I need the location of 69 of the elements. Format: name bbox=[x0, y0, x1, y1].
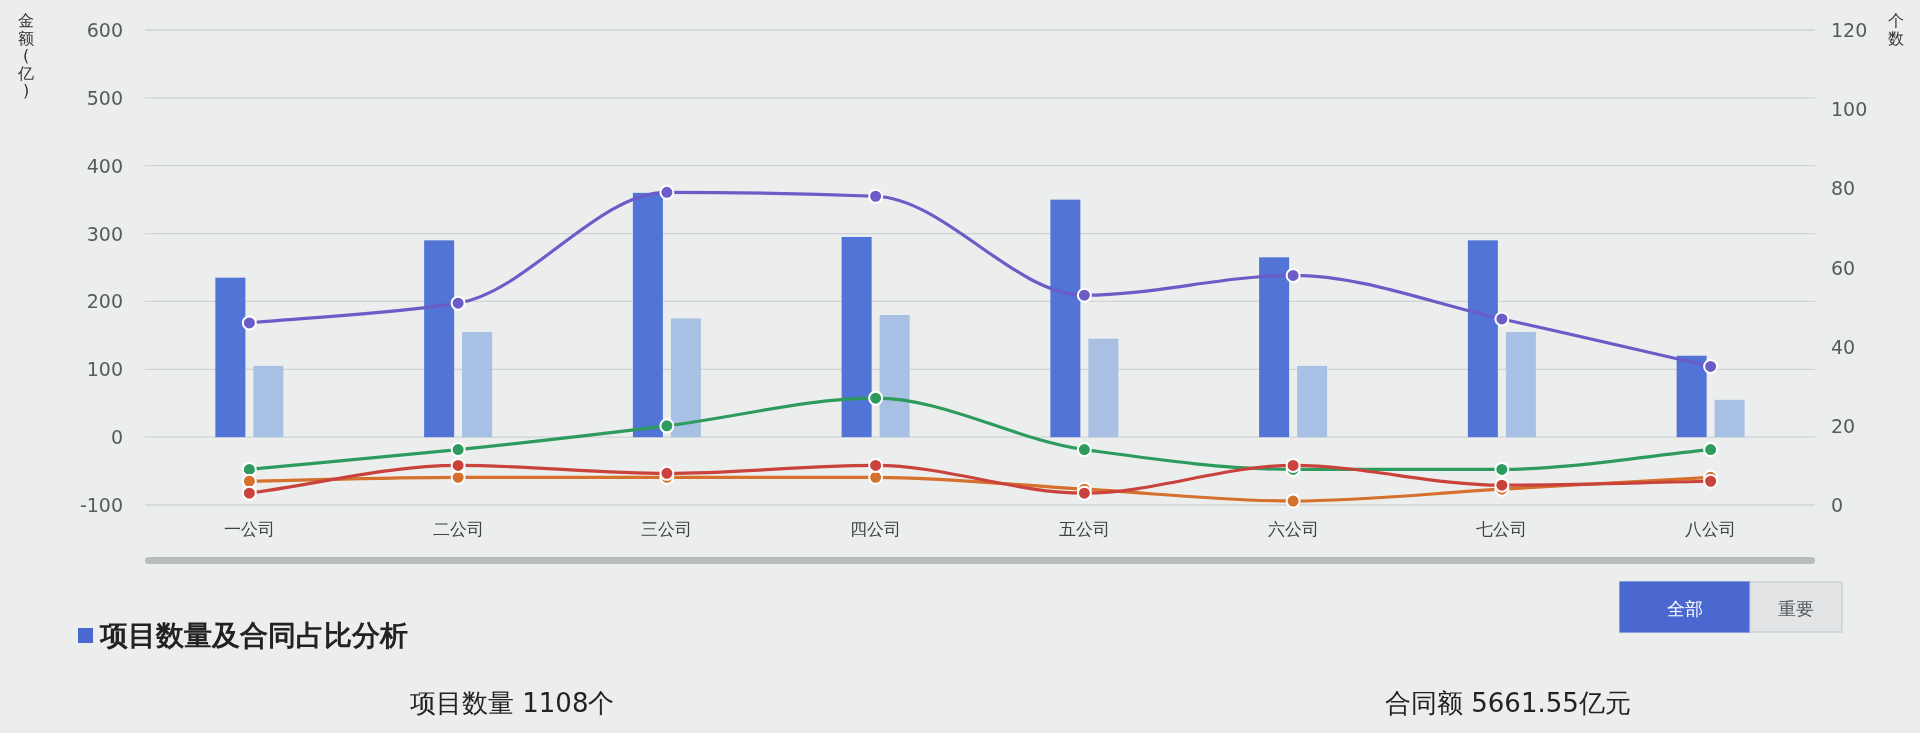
point bbox=[1076, 442, 1092, 458]
bar bbox=[1714, 399, 1745, 438]
bar bbox=[1088, 338, 1119, 438]
y-tick-label: 100 bbox=[86, 358, 123, 381]
y-tick-label: 400 bbox=[86, 154, 123, 177]
x-tick-label: 四公司 bbox=[850, 519, 902, 539]
y2-tick-label: 100 bbox=[1831, 98, 1868, 121]
x-tick-label: 三公司 bbox=[641, 519, 693, 539]
y-tick-label: 0 bbox=[110, 426, 123, 449]
text: 合同额 5661.55亿元 bbox=[1385, 688, 1631, 718]
point bbox=[241, 473, 257, 489]
point bbox=[868, 457, 884, 473]
point bbox=[659, 465, 675, 481]
y-tick-label: 500 bbox=[86, 86, 123, 109]
point bbox=[1494, 461, 1510, 477]
bar bbox=[462, 331, 493, 438]
y-tick-label: 300 bbox=[86, 222, 123, 245]
text: 项目数量及合同占比分析 bbox=[99, 619, 408, 652]
point bbox=[241, 485, 257, 501]
x-tick-label: 八公司 bbox=[1685, 519, 1737, 539]
y-axis-title: 金额(亿) bbox=[17, 11, 34, 101]
y2-tick-label: 0 bbox=[1831, 494, 1844, 516]
point bbox=[1076, 287, 1092, 303]
y2-tick-label: 80 bbox=[1831, 177, 1856, 200]
y2-axis-title: 个数 bbox=[1888, 11, 1904, 48]
bar bbox=[253, 365, 284, 438]
point bbox=[1494, 477, 1510, 493]
bar bbox=[215, 277, 246, 438]
y-tick-label: 600 bbox=[86, 19, 123, 41]
point bbox=[1285, 457, 1301, 473]
x-tick-label: 五公司 bbox=[1058, 519, 1110, 539]
bar bbox=[1505, 331, 1536, 438]
point bbox=[1285, 267, 1301, 283]
bar bbox=[1297, 365, 1328, 438]
y2-tick-label: 60 bbox=[1831, 256, 1856, 279]
point bbox=[241, 461, 257, 477]
x-tick-label: 七公司 bbox=[1476, 519, 1528, 539]
x-tick-label: 一公司 bbox=[223, 519, 275, 539]
bar bbox=[1050, 199, 1081, 438]
point bbox=[659, 184, 675, 200]
y-tick-label: 200 bbox=[86, 290, 123, 313]
y-tick-label: -100 bbox=[79, 494, 123, 516]
bar bbox=[1259, 257, 1290, 438]
point bbox=[1076, 485, 1092, 501]
x-tick-label: 二公司 bbox=[432, 519, 484, 539]
point bbox=[868, 188, 884, 204]
point bbox=[1285, 493, 1301, 509]
point bbox=[1703, 358, 1719, 374]
point bbox=[659, 418, 675, 434]
bar bbox=[1467, 240, 1498, 438]
point bbox=[868, 390, 884, 406]
bar bbox=[632, 192, 663, 438]
point bbox=[450, 442, 466, 458]
bar bbox=[670, 318, 701, 438]
y2-tick-label: 40 bbox=[1831, 335, 1856, 358]
y2-tick-label: 20 bbox=[1831, 414, 1856, 437]
point bbox=[450, 295, 466, 311]
text: 项目数量 1108个 bbox=[410, 688, 615, 718]
point bbox=[1703, 442, 1719, 458]
y2-tick-label: 120 bbox=[1831, 19, 1868, 41]
bar bbox=[841, 236, 872, 438]
point bbox=[1494, 311, 1510, 327]
point bbox=[1703, 473, 1719, 489]
x-tick-label: 六公司 bbox=[1267, 519, 1319, 539]
point bbox=[241, 315, 257, 331]
bar bbox=[424, 240, 455, 438]
bar bbox=[879, 315, 910, 438]
bar bbox=[1676, 355, 1707, 438]
point bbox=[450, 457, 466, 473]
